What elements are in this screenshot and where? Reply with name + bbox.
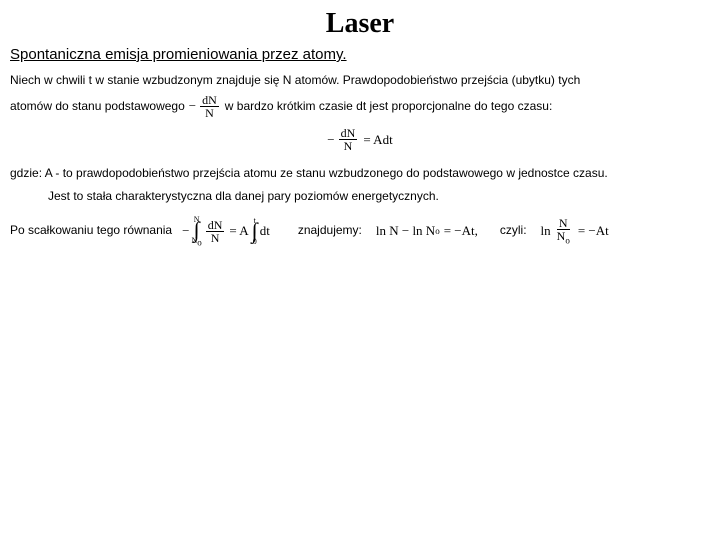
fraction: dN N (339, 127, 358, 152)
fraction: dN N (200, 94, 219, 119)
denominator: N (203, 107, 216, 119)
ln-text: ln (541, 221, 551, 242)
integrand: dt (260, 221, 270, 242)
integral-2: t ∫ 0 (252, 218, 258, 245)
paragraph-3a: gdzie: A - to prawdopodobieństwo przejśc… (10, 164, 710, 183)
eq-text: = −At, (444, 221, 478, 242)
paragraph-4: Po scałkowaniu tego równania − N ∫ No dN… (10, 217, 710, 246)
result-equation-2: ln N No = −At (541, 217, 609, 245)
paragraph-1: Niech w chwili t w stanie wzbudzonym zna… (10, 71, 710, 90)
denominator: N (342, 140, 355, 152)
text-fragment: znajdujemy: (298, 221, 362, 240)
text-fragment: atomów do stanu podstawowego (10, 97, 185, 116)
numerator: dN (206, 219, 225, 232)
text-fragment: w bardzo krótkim czasie dt jest proporcj… (225, 97, 553, 116)
minus-sign: − (189, 96, 196, 117)
eq-text: = −At (578, 221, 609, 242)
fraction: dN N (206, 219, 225, 244)
fraction: N No (555, 217, 572, 245)
integral-1: N ∫ No (191, 217, 201, 246)
denominator: N (209, 232, 222, 244)
minus-sign: − (327, 132, 334, 148)
integral-equation: − N ∫ No dN N = A t ∫ 0 dt (182, 217, 270, 246)
paragraph-2: atomów do stanu podstawowego − dN N w ba… (10, 94, 710, 119)
subscript: o (435, 224, 440, 238)
equation-rhs: = Adt (363, 132, 392, 148)
section-subtitle: Spontaniczna emisja promieniowania przez… (10, 46, 710, 63)
eq-text: ln N − ln N (376, 221, 435, 242)
result-equation-1: ln N − ln No = −At, (376, 221, 478, 242)
inline-equation-1: − dN N (189, 94, 221, 119)
text-fragment: czyli: (500, 221, 527, 240)
denominator: No (555, 230, 572, 245)
equation-main: − dN N = Adt (327, 127, 392, 152)
text-fragment: Po scałkowaniu tego równania (10, 221, 172, 240)
paragraph-3b: Jest to stała charakterystyczna dla dane… (10, 187, 710, 206)
integral-symbol: ∫ (252, 223, 258, 238)
minus-sign: − (182, 221, 189, 242)
equals-a: = A (229, 221, 248, 242)
document-page: Laser Spontaniczna emisja promieniowania… (0, 0, 720, 540)
centered-equation: − dN N = Adt (10, 127, 710, 152)
integral-symbol: ∫ (194, 222, 200, 237)
page-title: Laser (10, 8, 710, 40)
